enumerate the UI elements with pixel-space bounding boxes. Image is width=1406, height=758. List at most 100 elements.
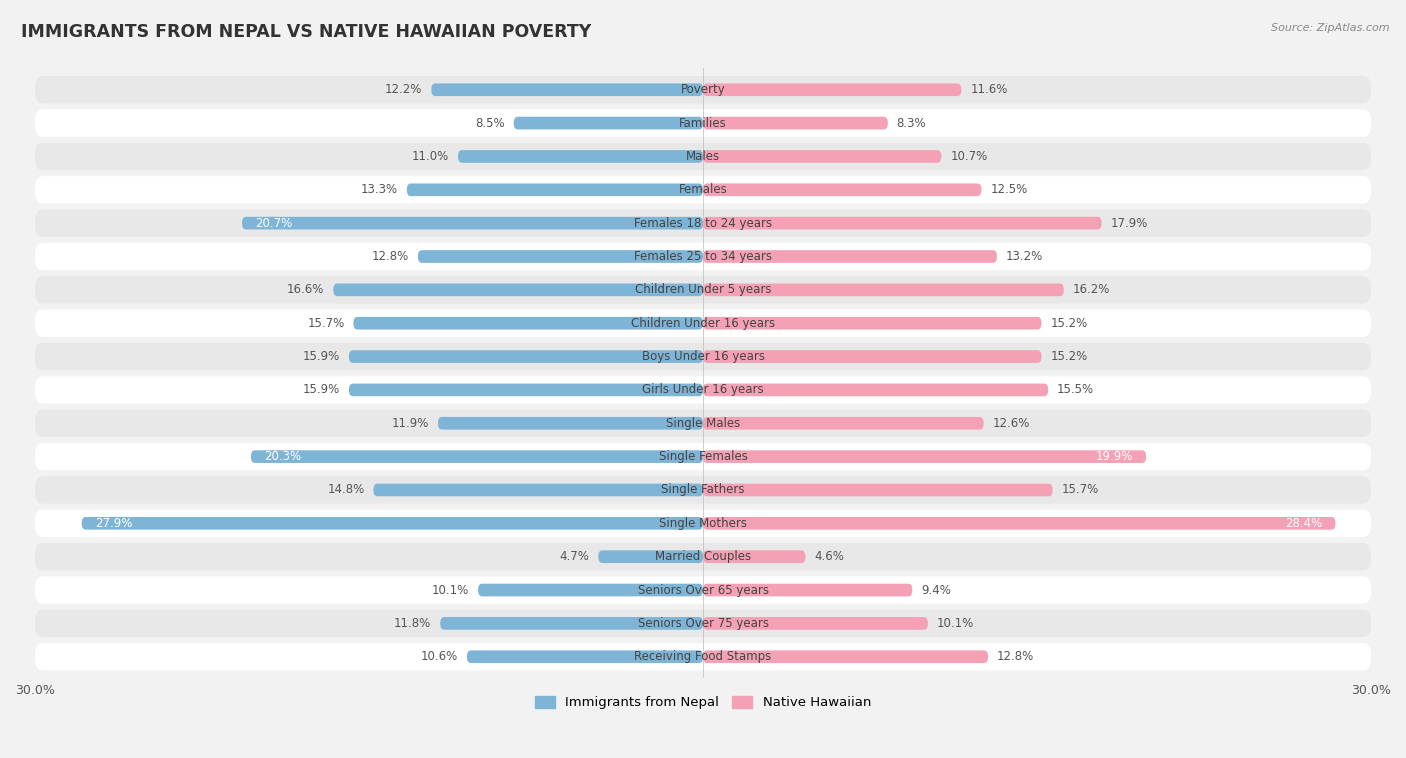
FancyBboxPatch shape <box>35 409 1371 437</box>
Text: Children Under 16 years: Children Under 16 years <box>631 317 775 330</box>
Text: Seniors Over 65 years: Seniors Over 65 years <box>637 584 769 597</box>
Text: 10.6%: 10.6% <box>420 650 458 663</box>
FancyBboxPatch shape <box>35 443 1371 470</box>
FancyBboxPatch shape <box>703 584 912 597</box>
FancyBboxPatch shape <box>599 550 703 563</box>
Legend: Immigrants from Nepal, Native Hawaiian: Immigrants from Nepal, Native Hawaiian <box>530 691 876 715</box>
Text: Females: Females <box>679 183 727 196</box>
FancyBboxPatch shape <box>478 584 703 597</box>
Text: IMMIGRANTS FROM NEPAL VS NATIVE HAWAIIAN POVERTY: IMMIGRANTS FROM NEPAL VS NATIVE HAWAIIAN… <box>21 23 592 41</box>
FancyBboxPatch shape <box>35 509 1371 537</box>
FancyBboxPatch shape <box>467 650 703 663</box>
FancyBboxPatch shape <box>703 83 962 96</box>
Text: 20.3%: 20.3% <box>264 450 301 463</box>
Text: 11.8%: 11.8% <box>394 617 432 630</box>
FancyBboxPatch shape <box>82 517 703 530</box>
FancyBboxPatch shape <box>250 450 703 463</box>
FancyBboxPatch shape <box>349 384 703 396</box>
Text: Poverty: Poverty <box>681 83 725 96</box>
FancyBboxPatch shape <box>353 317 703 330</box>
FancyBboxPatch shape <box>703 484 1053 496</box>
Text: 16.2%: 16.2% <box>1073 283 1109 296</box>
FancyBboxPatch shape <box>703 650 988 663</box>
FancyBboxPatch shape <box>35 109 1371 136</box>
FancyBboxPatch shape <box>35 176 1371 203</box>
Text: Single Fathers: Single Fathers <box>661 484 745 496</box>
FancyBboxPatch shape <box>35 209 1371 236</box>
FancyBboxPatch shape <box>35 543 1371 570</box>
Text: 28.4%: 28.4% <box>1285 517 1322 530</box>
Text: Males: Males <box>686 150 720 163</box>
FancyBboxPatch shape <box>439 417 703 430</box>
Text: 15.2%: 15.2% <box>1050 350 1088 363</box>
Text: 15.7%: 15.7% <box>308 317 344 330</box>
FancyBboxPatch shape <box>349 350 703 363</box>
Text: Single Females: Single Females <box>658 450 748 463</box>
Text: 4.6%: 4.6% <box>814 550 844 563</box>
Text: Single Males: Single Males <box>666 417 740 430</box>
Text: 11.0%: 11.0% <box>412 150 449 163</box>
Text: Children Under 5 years: Children Under 5 years <box>634 283 772 296</box>
Text: Seniors Over 75 years: Seniors Over 75 years <box>637 617 769 630</box>
Text: 12.5%: 12.5% <box>990 183 1028 196</box>
Text: 12.8%: 12.8% <box>371 250 409 263</box>
Text: 12.8%: 12.8% <box>997 650 1035 663</box>
FancyBboxPatch shape <box>35 643 1371 670</box>
Text: 15.7%: 15.7% <box>1062 484 1098 496</box>
FancyBboxPatch shape <box>703 183 981 196</box>
FancyBboxPatch shape <box>242 217 703 230</box>
Text: Receiving Food Stamps: Receiving Food Stamps <box>634 650 772 663</box>
Text: 12.6%: 12.6% <box>993 417 1029 430</box>
FancyBboxPatch shape <box>703 417 984 430</box>
Text: 13.3%: 13.3% <box>361 183 398 196</box>
FancyBboxPatch shape <box>35 76 1371 103</box>
Text: Families: Families <box>679 117 727 130</box>
FancyBboxPatch shape <box>35 576 1371 603</box>
FancyBboxPatch shape <box>703 283 1064 296</box>
Text: Females 18 to 24 years: Females 18 to 24 years <box>634 217 772 230</box>
Text: 15.2%: 15.2% <box>1050 317 1088 330</box>
Text: 10.1%: 10.1% <box>432 584 470 597</box>
FancyBboxPatch shape <box>35 243 1371 270</box>
FancyBboxPatch shape <box>703 117 887 130</box>
Text: Females 25 to 34 years: Females 25 to 34 years <box>634 250 772 263</box>
Text: 15.5%: 15.5% <box>1057 384 1094 396</box>
FancyBboxPatch shape <box>333 283 703 296</box>
Text: 10.7%: 10.7% <box>950 150 987 163</box>
FancyBboxPatch shape <box>703 350 1042 363</box>
FancyBboxPatch shape <box>703 150 941 163</box>
Text: 27.9%: 27.9% <box>96 517 132 530</box>
Text: 9.4%: 9.4% <box>921 584 950 597</box>
FancyBboxPatch shape <box>703 250 997 263</box>
Text: 17.9%: 17.9% <box>1111 217 1147 230</box>
Text: 4.7%: 4.7% <box>560 550 589 563</box>
Text: 8.3%: 8.3% <box>897 117 927 130</box>
FancyBboxPatch shape <box>35 276 1371 303</box>
FancyBboxPatch shape <box>35 376 1371 403</box>
FancyBboxPatch shape <box>703 317 1042 330</box>
Text: 19.9%: 19.9% <box>1095 450 1133 463</box>
Text: 12.2%: 12.2% <box>385 83 422 96</box>
FancyBboxPatch shape <box>703 517 1336 530</box>
Text: Single Mothers: Single Mothers <box>659 517 747 530</box>
FancyBboxPatch shape <box>35 143 1371 170</box>
FancyBboxPatch shape <box>35 476 1371 503</box>
Text: 15.9%: 15.9% <box>302 384 340 396</box>
FancyBboxPatch shape <box>418 250 703 263</box>
FancyBboxPatch shape <box>432 83 703 96</box>
Text: 20.7%: 20.7% <box>256 217 292 230</box>
FancyBboxPatch shape <box>513 117 703 130</box>
FancyBboxPatch shape <box>703 550 806 563</box>
FancyBboxPatch shape <box>440 617 703 630</box>
Text: 15.9%: 15.9% <box>302 350 340 363</box>
FancyBboxPatch shape <box>703 450 1146 463</box>
FancyBboxPatch shape <box>374 484 703 496</box>
FancyBboxPatch shape <box>35 609 1371 637</box>
Text: 8.5%: 8.5% <box>475 117 505 130</box>
Text: 13.2%: 13.2% <box>1005 250 1043 263</box>
Text: 11.6%: 11.6% <box>970 83 1008 96</box>
Text: 16.6%: 16.6% <box>287 283 325 296</box>
FancyBboxPatch shape <box>703 384 1047 396</box>
Text: 11.9%: 11.9% <box>392 417 429 430</box>
Text: 10.1%: 10.1% <box>936 617 974 630</box>
